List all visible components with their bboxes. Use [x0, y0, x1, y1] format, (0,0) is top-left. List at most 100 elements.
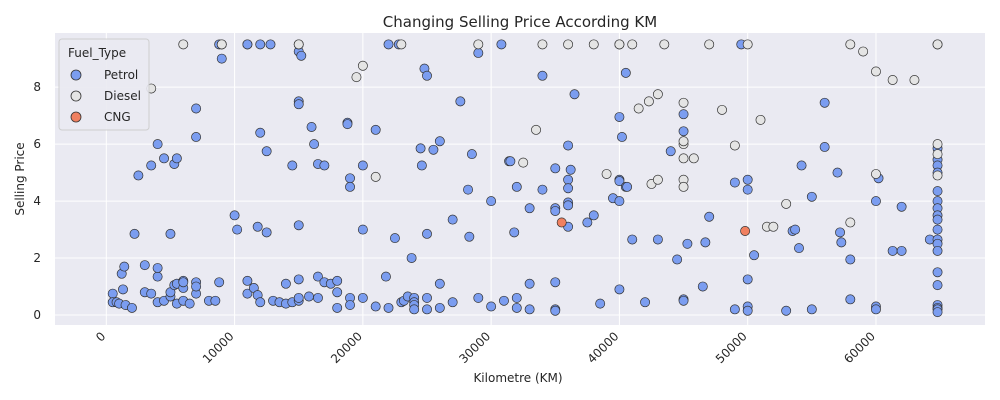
data-point-diesel: [178, 39, 189, 50]
data-point-petrol: [622, 181, 633, 192]
data-point-petrol: [133, 170, 144, 181]
data-point-petrol: [682, 238, 693, 249]
data-point-diesel: [652, 89, 663, 100]
data-point-petrol: [790, 224, 801, 235]
data-point-diesel: [688, 153, 699, 164]
data-point-diesel: [932, 39, 943, 50]
legend-label-petrol: Petrol: [104, 68, 138, 82]
data-point-petrol: [871, 196, 881, 207]
data-point-diesel: [518, 157, 529, 168]
data-point-petrol: [819, 142, 830, 152]
grid: [55, 33, 985, 325]
data-point-petrol: [794, 243, 804, 254]
data-point-petrol: [313, 292, 323, 303]
data-point-petrol: [252, 221, 263, 232]
data-point-petrol: [293, 220, 304, 231]
data-point-diesel: [678, 153, 689, 164]
data-point-petrol: [806, 304, 817, 315]
data-point-diesel: [627, 39, 638, 50]
data-point-diesel: [216, 39, 227, 50]
data-point-petrol: [319, 160, 330, 171]
data-point-petrol: [332, 302, 343, 313]
legend-box: [58, 38, 150, 131]
data-point-petrol: [146, 160, 157, 171]
data-point-petrol: [466, 149, 477, 160]
data-point-petrol: [119, 261, 130, 272]
x-axis-label: Kilometre (KM): [473, 371, 562, 385]
data-point-petrol: [232, 224, 243, 235]
data-point-diesel: [678, 97, 689, 108]
x-tick-labels: 0 10000 20000 30000 40000 50000 60000: [93, 329, 878, 366]
data-point-petrol: [345, 300, 355, 311]
data-point-petrol: [370, 124, 381, 135]
data-point-petrol: [255, 39, 266, 50]
data-point-diesel: [717, 104, 727, 115]
data-point-petrol: [214, 277, 225, 288]
data-point-petrol: [742, 184, 753, 195]
data-point-petrol: [293, 274, 304, 285]
data-point-petrol: [932, 186, 943, 197]
data-point-petrol: [678, 109, 689, 120]
data-point-diesel: [678, 136, 689, 147]
data-point-petrol: [742, 305, 753, 316]
data-point-diesel: [704, 39, 715, 50]
data-point-petrol: [309, 139, 320, 150]
data-point-petrol: [781, 305, 792, 316]
data-point-diesel: [357, 60, 368, 71]
data-point-petrol: [409, 304, 420, 315]
data-point-petrol: [563, 183, 574, 194]
data-point-petrol: [509, 227, 520, 238]
y-tick-label: 0: [33, 308, 41, 322]
data-point-petrol: [229, 210, 240, 221]
data-point-petrol: [819, 97, 830, 108]
data-point-diesel: [659, 39, 670, 50]
data-point-diesel: [742, 39, 753, 50]
data-point-petrol: [139, 260, 150, 271]
data-point-petrol: [700, 237, 711, 248]
data-point-petrol: [652, 234, 663, 245]
data-point-petrol: [729, 177, 740, 188]
series-diesel: [146, 39, 943, 232]
data-point-petrol: [704, 211, 715, 222]
data-point-diesel: [858, 46, 869, 57]
data-point-diesel: [537, 39, 548, 50]
data-point-petrol: [242, 288, 253, 299]
data-point-petrol: [165, 228, 176, 239]
data-point-diesel: [729, 140, 740, 151]
data-point-diesel: [781, 198, 792, 209]
data-point-petrol: [486, 301, 497, 312]
y-tick-label: 2: [33, 251, 41, 265]
data-point-petrol: [422, 304, 432, 315]
data-point-diesel: [887, 75, 898, 85]
data-point-petrol: [742, 274, 753, 285]
y-tick-label: 6: [33, 137, 41, 151]
data-point-petrol: [550, 277, 561, 288]
data-point-petrol: [614, 176, 625, 187]
data-point-petrol: [697, 281, 708, 292]
data-point-petrol: [505, 156, 516, 167]
data-point-petrol: [357, 160, 368, 171]
data-point-petrol: [357, 224, 368, 235]
x-tick-label: 50000: [713, 329, 750, 366]
x-tick-label: 60000: [841, 329, 878, 366]
data-point-petrol: [191, 281, 202, 292]
data-point-petrol: [428, 144, 439, 155]
data-point-diesel: [531, 124, 541, 135]
data-point-petrol: [563, 174, 574, 185]
data-point-petrol: [614, 284, 625, 295]
data-point-petrol: [280, 278, 291, 289]
data-point-petrol: [524, 278, 535, 289]
legend: Fuel_Type Petrol Diesel CNG: [58, 38, 150, 131]
data-point-petrol: [550, 163, 561, 174]
x-tick-label: 0: [93, 329, 108, 344]
data-point-petrol: [216, 53, 227, 64]
data-point-petrol: [306, 122, 317, 132]
data-point-petrol: [242, 275, 253, 286]
data-point-petrol: [357, 292, 368, 303]
data-point-petrol: [415, 143, 426, 154]
y-tick-label: 8: [33, 80, 41, 94]
data-point-petrol: [171, 153, 182, 164]
data-point-petrol: [496, 39, 507, 50]
data-point-petrol: [129, 228, 140, 239]
data-point-petrol: [422, 70, 432, 81]
